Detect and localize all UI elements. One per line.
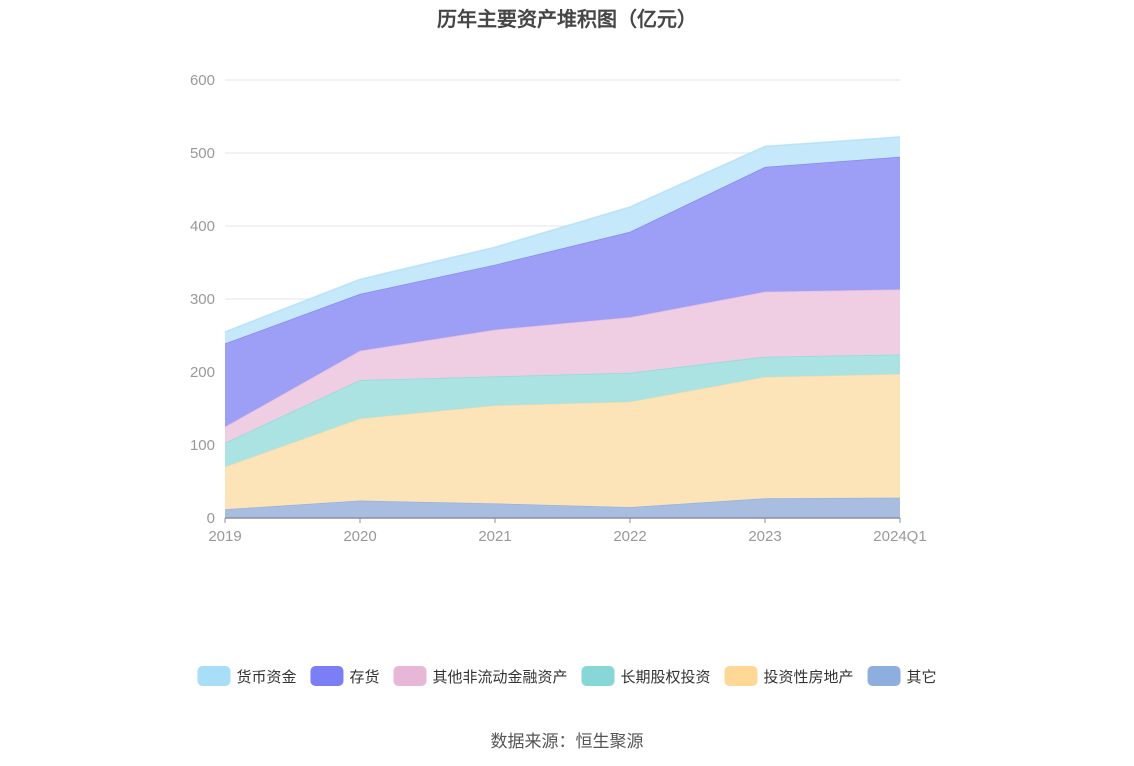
area-series-group [224,136,901,518]
x-tick-label: 2020 [343,528,376,545]
y-tick-label: 600 [190,72,215,89]
legend-label: 其他非流动金融资产 [432,668,567,686]
area-series-1 [225,374,900,510]
legend-swatch [867,666,901,686]
y-tick-label: 200 [190,364,215,381]
y-tick-label: 500 [190,145,215,162]
legend-item[interactable]: 其它 [867,666,937,686]
axes: 0 100 200 300 400 500 600 2019 2020 2021 2022 2023 2… [190,72,927,545]
x-tick-label: 2023 [748,528,781,545]
legend-item[interactable]: 货币资金 [197,666,296,686]
legend-label: 其它 [907,668,937,686]
area-series-edge-5 [224,136,901,333]
legend-swatch [197,666,231,686]
legend-swatch [581,666,615,686]
legend-swatch [310,666,344,686]
legend-label: 存货 [349,668,379,686]
y-tick-label: 300 [190,291,215,308]
y-tick-label: 100 [190,437,215,454]
area-series-2 [225,354,900,467]
legend-item[interactable]: 长期股权投资 [581,666,711,686]
legend-label: 投资性房地产 [764,668,854,686]
legend-label: 货币资金 [236,668,296,686]
x-tick-label: 2019 [208,528,241,545]
y-tick-label: 400 [190,218,215,235]
legend-item[interactable]: 投资性房地产 [724,666,854,686]
data-source: 数据来源：恒生聚源 [491,732,644,752]
legend-item[interactable]: 存货 [310,666,379,686]
x-tick-label: 2022 [613,528,646,545]
y-tick-label: 0 [207,510,215,527]
x-tick-label: 2021 [478,528,511,545]
area-series-4 [225,156,900,427]
legend-swatch [724,666,758,686]
legend-label: 长期股权投资 [621,668,711,686]
chart-title: 历年主要资产堆积图（亿元） [437,7,697,31]
legend-swatch [393,666,427,686]
area-series-5 [225,136,900,344]
area-series-0 [225,497,900,518]
legend[interactable]: 货币资金 存货 其他非流动金融资产 长期股权投资 投资性房地产 其它 [197,666,937,686]
legend-item[interactable]: 其他非流动金融资产 [393,666,568,686]
x-tick-label: 2024Q1 [873,528,926,545]
area-series-3 [225,289,900,443]
